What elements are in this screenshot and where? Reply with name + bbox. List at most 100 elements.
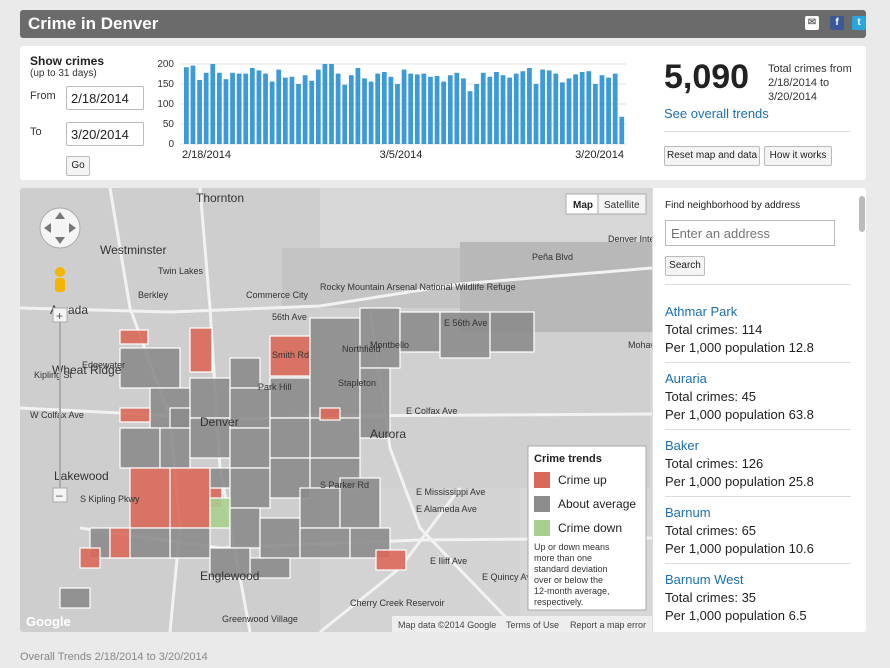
chart-bar[interactable] bbox=[586, 71, 592, 144]
chart-bar[interactable] bbox=[322, 64, 328, 144]
to-date-input[interactable] bbox=[66, 122, 144, 146]
chart-bar[interactable] bbox=[203, 72, 209, 144]
chart-bar[interactable] bbox=[520, 71, 526, 144]
chart-bar[interactable] bbox=[434, 76, 440, 144]
chart-bar[interactable] bbox=[184, 67, 189, 144]
chart-bar[interactable] bbox=[388, 76, 394, 144]
chart-bar[interactable] bbox=[395, 84, 400, 144]
map-type-satellite-button[interactable]: Satellite bbox=[604, 200, 640, 211]
neighborhood-polygon[interactable] bbox=[119, 427, 161, 469]
map-type-map-button[interactable]: Map bbox=[573, 200, 593, 211]
neighborhood-polygon[interactable] bbox=[359, 307, 401, 369]
neighborhood-polygon[interactable] bbox=[229, 507, 261, 549]
email-icon[interactable]: ✉ bbox=[805, 16, 819, 30]
neighborhood-link[interactable]: Barnum bbox=[665, 505, 711, 520]
chart-bar[interactable] bbox=[480, 72, 486, 144]
neighborhood-polygon[interactable] bbox=[169, 527, 211, 559]
chart-bar[interactable] bbox=[474, 84, 480, 144]
neighborhood-polygon[interactable] bbox=[229, 357, 261, 389]
chart-bar[interactable] bbox=[546, 70, 552, 144]
sidebar-scrollbar[interactable] bbox=[859, 196, 865, 232]
neighborhood-polygon[interactable] bbox=[319, 407, 341, 421]
neighborhood-link[interactable]: Baker bbox=[665, 438, 699, 453]
chart-bar[interactable] bbox=[447, 75, 453, 144]
neighborhood-polygon[interactable] bbox=[59, 587, 91, 609]
chart-bar[interactable] bbox=[513, 73, 519, 144]
neighborhood-polygon[interactable] bbox=[189, 377, 231, 419]
chart-bar[interactable] bbox=[467, 91, 473, 144]
pan-control[interactable] bbox=[39, 207, 81, 249]
neighborhood-polygon[interactable] bbox=[399, 311, 441, 353]
neighborhood-polygon[interactable] bbox=[299, 487, 341, 529]
neighborhood-polygon[interactable] bbox=[299, 527, 351, 559]
chart-bar[interactable] bbox=[335, 73, 341, 144]
chart-bar[interactable] bbox=[315, 69, 321, 144]
neighborhood-polygon[interactable] bbox=[209, 467, 231, 489]
chart-bar[interactable] bbox=[540, 69, 545, 144]
neighborhood-link[interactable]: Auraria bbox=[665, 371, 707, 386]
chart-bar[interactable] bbox=[507, 77, 513, 144]
see-overall-trends-link[interactable]: See overall trends bbox=[664, 106, 769, 121]
chart-bar[interactable] bbox=[606, 77, 611, 144]
chart-bar[interactable] bbox=[256, 70, 262, 144]
chart-bar[interactable] bbox=[487, 76, 493, 144]
neighborhood-polygon[interactable] bbox=[169, 407, 191, 429]
neighborhood-polygon[interactable] bbox=[229, 427, 271, 469]
chart-bar[interactable] bbox=[566, 78, 572, 144]
chart-bar[interactable] bbox=[282, 77, 288, 144]
neighborhood-polygon[interactable] bbox=[209, 497, 231, 529]
go-button[interactable]: Go bbox=[66, 156, 90, 176]
chart-bar[interactable] bbox=[355, 68, 361, 144]
chart-bar[interactable] bbox=[348, 75, 354, 144]
chart-bar[interactable] bbox=[210, 64, 216, 144]
neighborhood-polygon[interactable] bbox=[129, 527, 171, 559]
neighborhood-polygon[interactable] bbox=[339, 477, 381, 529]
terms-of-use-link[interactable]: Terms of Use bbox=[506, 620, 559, 630]
report-map-error-link[interactable]: Report a map error bbox=[570, 620, 646, 630]
neighborhood-polygon[interactable] bbox=[159, 427, 191, 469]
neighborhood-polygon[interactable] bbox=[269, 417, 311, 459]
address-input[interactable] bbox=[665, 220, 835, 246]
chart-bar[interactable] bbox=[309, 80, 315, 144]
map-type-control[interactable] bbox=[565, 193, 647, 215]
chart-bar[interactable] bbox=[441, 81, 447, 144]
neighborhood-polygon[interactable] bbox=[229, 467, 271, 509]
neighborhood-link[interactable]: Barnum West bbox=[665, 572, 744, 587]
chart-bar[interactable] bbox=[269, 81, 275, 144]
neighborhood-polygon[interactable] bbox=[489, 311, 535, 353]
neighborhood-polygon[interactable] bbox=[209, 547, 251, 579]
chart-bar[interactable] bbox=[381, 72, 387, 144]
chart-bar[interactable] bbox=[553, 73, 559, 144]
facebook-icon[interactable]: f bbox=[830, 16, 844, 30]
chart-bar[interactable] bbox=[494, 72, 499, 144]
chart-bar[interactable] bbox=[408, 73, 414, 144]
search-button[interactable]: Search bbox=[665, 256, 705, 276]
chart-bar[interactable] bbox=[612, 73, 618, 144]
neighborhood-polygon[interactable] bbox=[109, 527, 131, 559]
chart-bar[interactable] bbox=[236, 73, 242, 144]
chart-bar[interactable] bbox=[401, 69, 407, 144]
neighborhood-link[interactable]: Athmar Park bbox=[665, 304, 738, 319]
chart-bar[interactable] bbox=[190, 65, 196, 144]
chart-bar[interactable] bbox=[579, 72, 585, 144]
neighborhood-polygon[interactable] bbox=[439, 311, 491, 359]
chart-bar[interactable] bbox=[599, 75, 605, 144]
chart-bar[interactable] bbox=[500, 75, 506, 144]
neighborhood-polygon[interactable] bbox=[79, 547, 101, 569]
chart-bar[interactable] bbox=[527, 68, 532, 144]
chart-bar[interactable] bbox=[302, 75, 308, 144]
chart-bar[interactable] bbox=[593, 84, 598, 144]
chart-bar[interactable] bbox=[276, 69, 282, 144]
neighborhood-polygon[interactable] bbox=[119, 347, 181, 389]
zoom-control[interactable]: + – bbox=[52, 307, 68, 503]
twitter-icon[interactable]: t bbox=[852, 16, 866, 30]
neighborhood-polygon[interactable] bbox=[375, 549, 407, 571]
chart-bar[interactable] bbox=[243, 73, 249, 144]
chart-bar[interactable] bbox=[454, 72, 460, 144]
chart-bar[interactable] bbox=[368, 81, 374, 144]
neighborhood-polygon[interactable] bbox=[269, 377, 311, 419]
crime-map[interactable]: Thornton Westminster Twin Lakes Berkley Comm… bbox=[20, 188, 652, 632]
chart-bar[interactable] bbox=[573, 74, 578, 144]
neighborhood-polygon[interactable] bbox=[119, 407, 151, 423]
chart-bar[interactable] bbox=[421, 73, 427, 144]
